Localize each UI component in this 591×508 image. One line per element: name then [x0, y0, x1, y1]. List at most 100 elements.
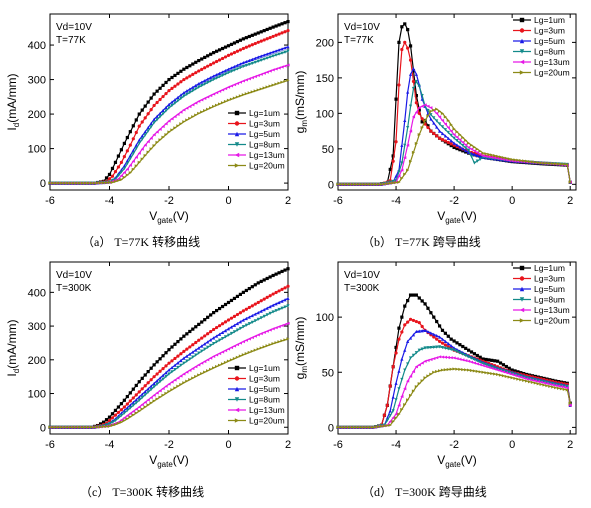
- data-point: [559, 387, 564, 391]
- data-point: [388, 414, 392, 418]
- data-point: [238, 66, 242, 70]
- data-point: [481, 361, 485, 366]
- data-point: [467, 148, 471, 152]
- data-point: [487, 371, 491, 375]
- data-point: [493, 154, 497, 158]
- data-point: [449, 129, 453, 133]
- data-point: [397, 412, 401, 416]
- data-point: [432, 315, 436, 319]
- data-point: [417, 108, 421, 112]
- data-point: [277, 271, 281, 275]
- data-point: [215, 364, 219, 369]
- data-point: [173, 98, 177, 102]
- data-point: [455, 135, 459, 139]
- data-point: [244, 59, 248, 64]
- data-point: [215, 91, 219, 95]
- data-point: [475, 150, 479, 155]
- data-point: [274, 341, 278, 345]
- data-point: [484, 357, 488, 362]
- data-point: [241, 325, 245, 329]
- data-point: [504, 156, 508, 160]
- data-point: [182, 349, 186, 353]
- data-point: [125, 135, 129, 140]
- data-point: [104, 181, 109, 185]
- data-point: [194, 87, 198, 91]
- data-point: [209, 356, 213, 360]
- data-point: [522, 159, 526, 163]
- data-point: [191, 72, 195, 76]
- data-point: [137, 398, 141, 402]
- data-point: [262, 57, 266, 61]
- x-tick-label: 2: [285, 439, 291, 451]
- data-point: [481, 357, 485, 361]
- data-point: [223, 302, 228, 307]
- data-point: [406, 379, 410, 383]
- data-point: [152, 363, 156, 367]
- data-point: [155, 379, 159, 383]
- data-point: [548, 382, 552, 386]
- legend-label: Lg=5um: [249, 129, 280, 139]
- data-point: [417, 133, 421, 137]
- y-tick-label: 0: [328, 422, 334, 434]
- figure-caption: （d） T=300K 跨导曲线: [362, 485, 487, 499]
- data-point: [253, 60, 257, 64]
- data-point: [188, 116, 192, 120]
- data-point: [286, 45, 290, 49]
- data-point: [271, 50, 275, 54]
- data-point: [110, 180, 115, 185]
- data-point: [131, 152, 135, 156]
- data-point: [158, 86, 162, 90]
- data-point: [475, 362, 479, 366]
- data-point: [137, 160, 141, 164]
- x-axis-label: Vgate(V): [437, 209, 477, 225]
- data-point: [217, 48, 222, 52]
- data-point: [484, 364, 488, 369]
- data-point: [212, 354, 216, 359]
- data-point: [203, 109, 207, 113]
- series-Lg=20um: [336, 367, 572, 429]
- data-point: [359, 182, 363, 186]
- data-point: [212, 104, 216, 109]
- data-point: [176, 376, 180, 380]
- data-point: [437, 339, 442, 343]
- data-point: [551, 383, 555, 387]
- data-point: [170, 103, 174, 108]
- data-point: [161, 354, 165, 358]
- data-point: [469, 356, 474, 360]
- data-point: [232, 83, 237, 87]
- legend-marker: [234, 121, 240, 126]
- data-point: [188, 87, 192, 91]
- data-point: [458, 367, 462, 371]
- data-point: [185, 106, 189, 110]
- data-point: [286, 284, 290, 288]
- data-point: [226, 53, 231, 58]
- legend-label: Lg=20um: [249, 416, 285, 426]
- data-point: [217, 332, 222, 336]
- data-point: [229, 316, 234, 320]
- data-point: [164, 80, 168, 85]
- data-point: [283, 21, 287, 25]
- data-point: [200, 320, 204, 324]
- data-point: [176, 112, 180, 116]
- data-point: [149, 121, 153, 125]
- data-point: [200, 84, 204, 88]
- data-point: [176, 95, 180, 99]
- data-point: [256, 59, 260, 63]
- data-point: [146, 390, 150, 394]
- data-point: [368, 425, 372, 429]
- data-point: [522, 378, 526, 383]
- data-point: [365, 425, 369, 429]
- chart-panel-c: -6 -4 -2 0 2 0 100 200 300 400 Vgate(V) Id(mA/mm) Vd…: [5, 261, 291, 499]
- data-point: [226, 347, 231, 351]
- data-point: [232, 68, 237, 72]
- data-point: [429, 113, 433, 117]
- data-point: [408, 44, 413, 48]
- data-point: [167, 348, 171, 352]
- data-point: [146, 398, 150, 402]
- data-point: [525, 377, 529, 381]
- data-point: [414, 110, 418, 114]
- data-point: [155, 391, 159, 395]
- data-point: [501, 369, 506, 373]
- data-point: [256, 88, 260, 92]
- data-point: [461, 147, 465, 151]
